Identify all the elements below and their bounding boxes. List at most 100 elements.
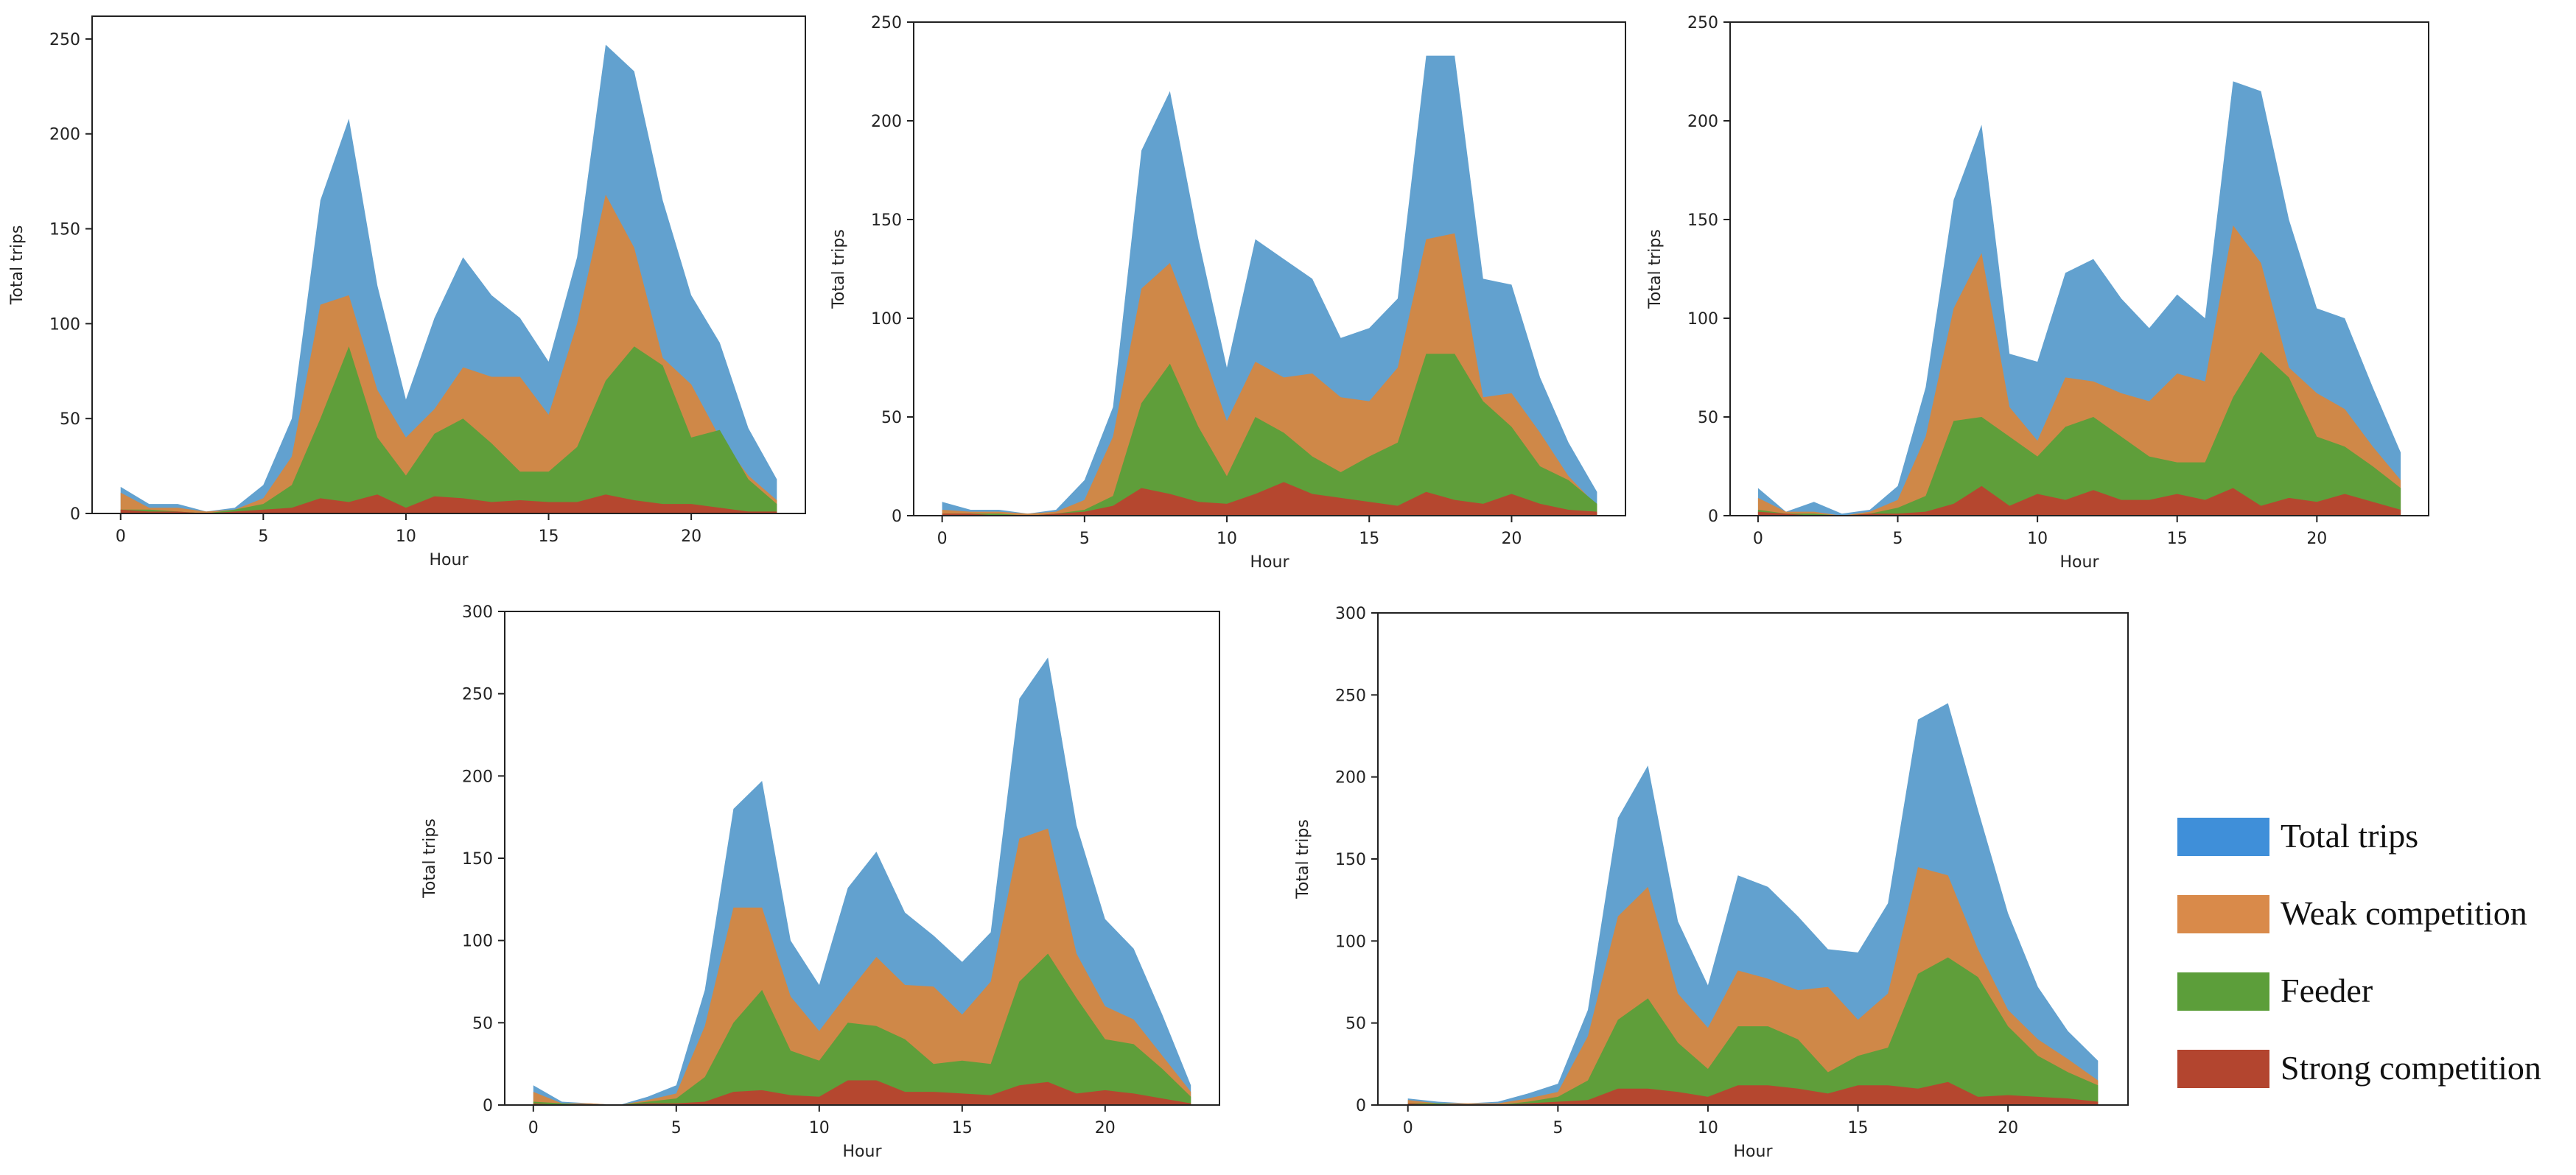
x-tick-label: 10 (809, 1119, 830, 1137)
x-tick-label: 15 (952, 1119, 973, 1137)
legend-label-feeder: Feeder (2281, 972, 2373, 1009)
x-tick-label: 0 (116, 527, 126, 546)
y-tick-label: 200 (462, 768, 493, 786)
y-tick-label: 50 (881, 409, 902, 427)
legend-label-total-trips: Total trips (2281, 817, 2419, 855)
x-tick-label: 15 (539, 527, 559, 546)
y-tick-label: 100 (49, 315, 80, 334)
x-tick-label: 5 (671, 1119, 682, 1137)
x-tick-label: 0 (1403, 1119, 1413, 1137)
x-tick-label: 20 (2306, 530, 2327, 548)
x-tick-label: 0 (1753, 530, 1763, 548)
y-tick-label: 300 (1335, 605, 1366, 623)
legend-swatch-total-trips (2177, 818, 2269, 856)
axes-frame (913, 21, 1626, 516)
y-axis-label: Total trips (8, 225, 27, 306)
legend-item-weak-competition: Weak competition (2177, 888, 2568, 965)
legend-swatch-weak-competition (2177, 895, 2269, 933)
axes-frame (1729, 21, 2429, 516)
x-tick-label: 5 (1893, 530, 1903, 548)
x-tick-label: 15 (2167, 530, 2188, 548)
y-tick-label: 0 (70, 505, 80, 524)
y-axis-label: Total trips (421, 818, 439, 899)
legend-label-weak-competition: Weak competition (2281, 894, 2527, 932)
y-tick-label: 0 (892, 508, 902, 526)
x-tick-label: 10 (1698, 1119, 1718, 1137)
y-tick-label: 0 (483, 1097, 493, 1115)
legend-item-feeder: Feeder (2177, 965, 2568, 1042)
x-axis-label: Hour (1734, 1143, 1774, 1161)
x-axis-label: Hour (2060, 553, 2100, 572)
x-tick-label: 0 (528, 1119, 539, 1137)
x-tick-label: 5 (258, 527, 268, 546)
y-axis-label: Total trips (1646, 229, 1665, 309)
y-tick-label: 300 (462, 603, 493, 622)
x-tick-label: 10 (1217, 530, 1237, 548)
area-strong-competition (120, 494, 777, 513)
y-tick-label: 100 (1687, 310, 1718, 329)
x-axis-label: Hour (430, 551, 469, 569)
legend: Total trips Weak competition Feeder Stro… (2177, 810, 2568, 1120)
legend-item-total-trips: Total trips (2177, 810, 2568, 888)
area-feeder (1757, 351, 2401, 516)
y-tick-label: 150 (1335, 851, 1366, 869)
area-feeder (1407, 957, 2099, 1105)
y-tick-label: 50 (472, 1014, 493, 1033)
y-tick-label: 250 (1687, 14, 1718, 32)
y-tick-label: 0 (1356, 1097, 1366, 1115)
y-tick-label: 50 (60, 410, 80, 429)
y-tick-label: 100 (1335, 933, 1366, 951)
area-strong-competition (1407, 1081, 2099, 1105)
y-tick-label: 50 (1698, 409, 1718, 427)
axes-frame (91, 15, 806, 514)
y-tick-label: 100 (871, 310, 902, 329)
x-tick-label: 5 (1079, 530, 1090, 548)
y-axis-label: Total trips (1294, 819, 1312, 899)
y-tick-label: 250 (1335, 687, 1366, 705)
area-strong-competition (1757, 485, 2401, 516)
y-tick-label: 150 (49, 221, 80, 239)
x-tick-label: 20 (1095, 1119, 1116, 1137)
x-tick-label: 20 (1998, 1119, 2018, 1137)
y-tick-label: 0 (1708, 508, 1718, 526)
x-tick-label: 15 (1359, 530, 1379, 548)
y-axis-label: Total trips (830, 229, 848, 309)
x-tick-label: 10 (396, 527, 416, 546)
y-tick-label: 50 (1345, 1015, 1366, 1034)
x-tick-label: 5 (1553, 1119, 1563, 1137)
y-tick-label: 200 (49, 126, 80, 144)
x-tick-label: 10 (2027, 530, 2048, 548)
x-axis-label: Hour (843, 1143, 883, 1161)
y-tick-label: 150 (871, 211, 902, 230)
legend-item-strong-competition: Strong competition (2177, 1042, 2568, 1120)
x-tick-label: 20 (1501, 530, 1522, 548)
y-tick-label: 250 (871, 14, 902, 32)
legend-label-strong-competition: Strong competition (2281, 1049, 2541, 1087)
legend-swatch-strong-competition (2177, 1050, 2269, 1088)
y-tick-label: 200 (1335, 769, 1366, 788)
y-tick-label: 200 (1687, 113, 1718, 131)
legend-swatch-feeder (2177, 972, 2269, 1011)
area-feeder (120, 346, 777, 513)
y-tick-label: 250 (49, 31, 80, 49)
y-tick-label: 150 (1687, 211, 1718, 230)
x-tick-label: 0 (937, 530, 948, 548)
y-tick-label: 100 (462, 933, 493, 951)
y-tick-label: 150 (462, 850, 493, 869)
x-tick-label: 15 (1848, 1119, 1869, 1137)
x-axis-label: Hour (1250, 553, 1290, 572)
area-strong-competition (533, 1080, 1191, 1105)
y-tick-label: 200 (871, 113, 902, 131)
area-feeder (942, 354, 1597, 516)
area-feeder (533, 953, 1191, 1105)
x-tick-label: 20 (681, 527, 701, 546)
area-strong-competition (942, 482, 1597, 516)
y-tick-label: 250 (462, 686, 493, 704)
